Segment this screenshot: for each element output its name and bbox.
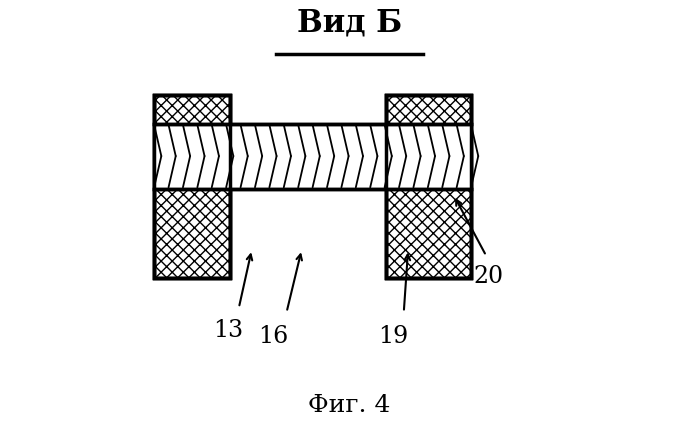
Text: 13: 13: [213, 319, 243, 342]
Bar: [387, 95, 471, 278]
Text: 16: 16: [259, 325, 289, 349]
Bar: [387, 95, 471, 278]
Text: 19: 19: [377, 325, 408, 349]
Bar: [154, 95, 230, 278]
Text: Фиг. 4: Фиг. 4: [308, 393, 391, 416]
Text: 20: 20: [473, 265, 503, 288]
Text: Вид Б: Вид Б: [297, 8, 402, 39]
Bar: [387, 95, 471, 278]
Bar: [154, 95, 230, 278]
Bar: [154, 95, 230, 278]
Bar: [154, 123, 471, 189]
